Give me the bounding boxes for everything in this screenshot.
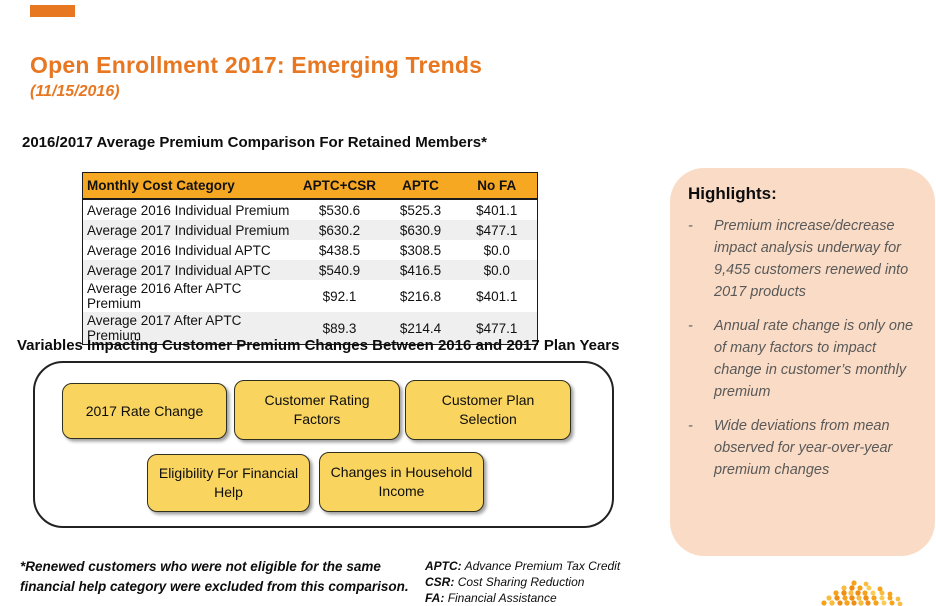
variable-box-rate-change: 2017 Rate Change — [62, 383, 227, 439]
premium-comparison-table: Monthly Cost Category APTC+CSR APTC No F… — [82, 172, 538, 345]
table-cell: $630.9 — [384, 220, 457, 240]
legend-abbr: FA: — [425, 590, 445, 605]
table-cell: $438.5 — [318, 242, 361, 258]
table-cell: Average 2017 Individual Premium — [82, 220, 295, 240]
table-cell: Average 2016 Individual APTC — [87, 242, 271, 258]
table-cell: $401.1 — [476, 202, 518, 218]
table-cell: $540.9 — [294, 260, 385, 280]
bullet-dash: - — [688, 418, 693, 434]
variable-box-plan-selection: Customer Plan Selection — [405, 380, 571, 440]
page-title: Open Enrollment 2017: Emerging Trends — [30, 52, 483, 78]
legend-line: CSR: Cost Sharing Reduction — [425, 575, 620, 591]
legend-definition: Cost Sharing Reduction — [457, 574, 585, 589]
column-header: APTC — [384, 172, 457, 200]
column-header: Monthly Cost Category — [82, 172, 295, 200]
premium-section-heading: 2016/2017 Average Premium Comparison For… — [22, 134, 487, 151]
legend-line: APTC: Advance Premium Tax Credit — [425, 559, 620, 575]
bullet-text: Annual rate change is only one of many f… — [714, 318, 914, 400]
table-row: Average 2017 After APTC Premium $89.3 $2… — [82, 312, 538, 345]
table-cell: $0.0 — [483, 242, 510, 258]
abbreviation-legend: APTC: Advance Premium Tax Credit CSR: Co… — [425, 559, 620, 606]
table-row: Average 2016 Individual APTC $438.5 $308… — [83, 240, 538, 260]
column-header: APTC+CSR — [294, 172, 385, 200]
table-cell: $92.1 — [322, 288, 357, 304]
highlights-title: Highlights: — [688, 184, 777, 203]
legend-abbr: APTC: — [425, 559, 462, 573]
table-cell: $525.3 — [399, 202, 442, 218]
bullet-dash: - — [688, 218, 693, 234]
bullet-dash: - — [688, 318, 693, 334]
table-cell: $216.8 — [399, 288, 442, 304]
legend-definition: Advance Premium Tax Credit — [464, 559, 621, 573]
table-row: Average 2017 Individual Premium $630.2 $… — [82, 220, 538, 240]
table-cell: $477.1 — [456, 312, 538, 345]
bullet-text: Premium increase/decrease impact analysi… — [714, 218, 909, 300]
table-row: Average 2017 Individual APTC $540.9 $416… — [82, 260, 538, 280]
highlight-bullet: - Premium increase/decrease impact analy… — [688, 215, 919, 303]
table-row: Average 2016 After APTC Premium $92.1 $2… — [83, 280, 538, 312]
accent-bar — [30, 5, 75, 17]
variable-box-household-income: Changes in Household Income — [319, 452, 484, 512]
variable-box-financial-help: Eligibility For Financial Help — [147, 454, 310, 512]
table-cell: Average 2016 Individual Premium — [87, 202, 290, 218]
variables-container: 2017 Rate Change Customer Rating Factors… — [33, 361, 614, 528]
highlights-panel: Highlights: - Premium increase/decrease … — [670, 168, 935, 556]
table-cell: $477.1 — [456, 220, 538, 240]
table-cell: $401.1 — [476, 288, 518, 304]
footnote: *Renewed customers who were not eligible… — [20, 559, 409, 594]
table-cell: $416.5 — [384, 260, 457, 280]
dots-logo-icon — [821, 580, 903, 606]
table-cell: $214.4 — [384, 312, 457, 345]
bullet-text: Wide deviations from mean observed for y… — [714, 418, 893, 478]
variables-section-heading: Variables Impacting Customer Premium Cha… — [17, 337, 620, 354]
table-row: Average 2016 Individual Premium $530.6 $… — [83, 199, 538, 220]
table-cell: $630.2 — [294, 220, 385, 240]
table-cell: Average 2017 Individual APTC — [82, 260, 295, 280]
page-subtitle: (11/15/2016) — [30, 83, 120, 100]
legend-abbr: CSR: — [425, 574, 455, 589]
highlight-bullet: - Annual rate change is only one of many… — [688, 315, 919, 403]
highlight-bullet: - Wide deviations from mean observed for… — [688, 415, 919, 481]
table-cell: $530.6 — [318, 202, 361, 218]
variable-box-rating-factors: Customer Rating Factors — [234, 380, 400, 440]
table-header-row: Monthly Cost Category APTC+CSR APTC No F… — [82, 172, 538, 200]
table-cell: $0.0 — [456, 260, 538, 280]
table-cell: Average 2016 After APTC Premium — [87, 281, 242, 311]
table-cell: Average 2017 After APTC Premium — [82, 312, 295, 345]
legend-definition: Financial Assistance — [447, 590, 557, 605]
column-header: No FA — [456, 172, 538, 200]
table-cell: $89.3 — [294, 312, 385, 345]
table-cell: $308.5 — [399, 242, 442, 258]
legend-line: FA: Financial Assistance — [425, 591, 620, 606]
